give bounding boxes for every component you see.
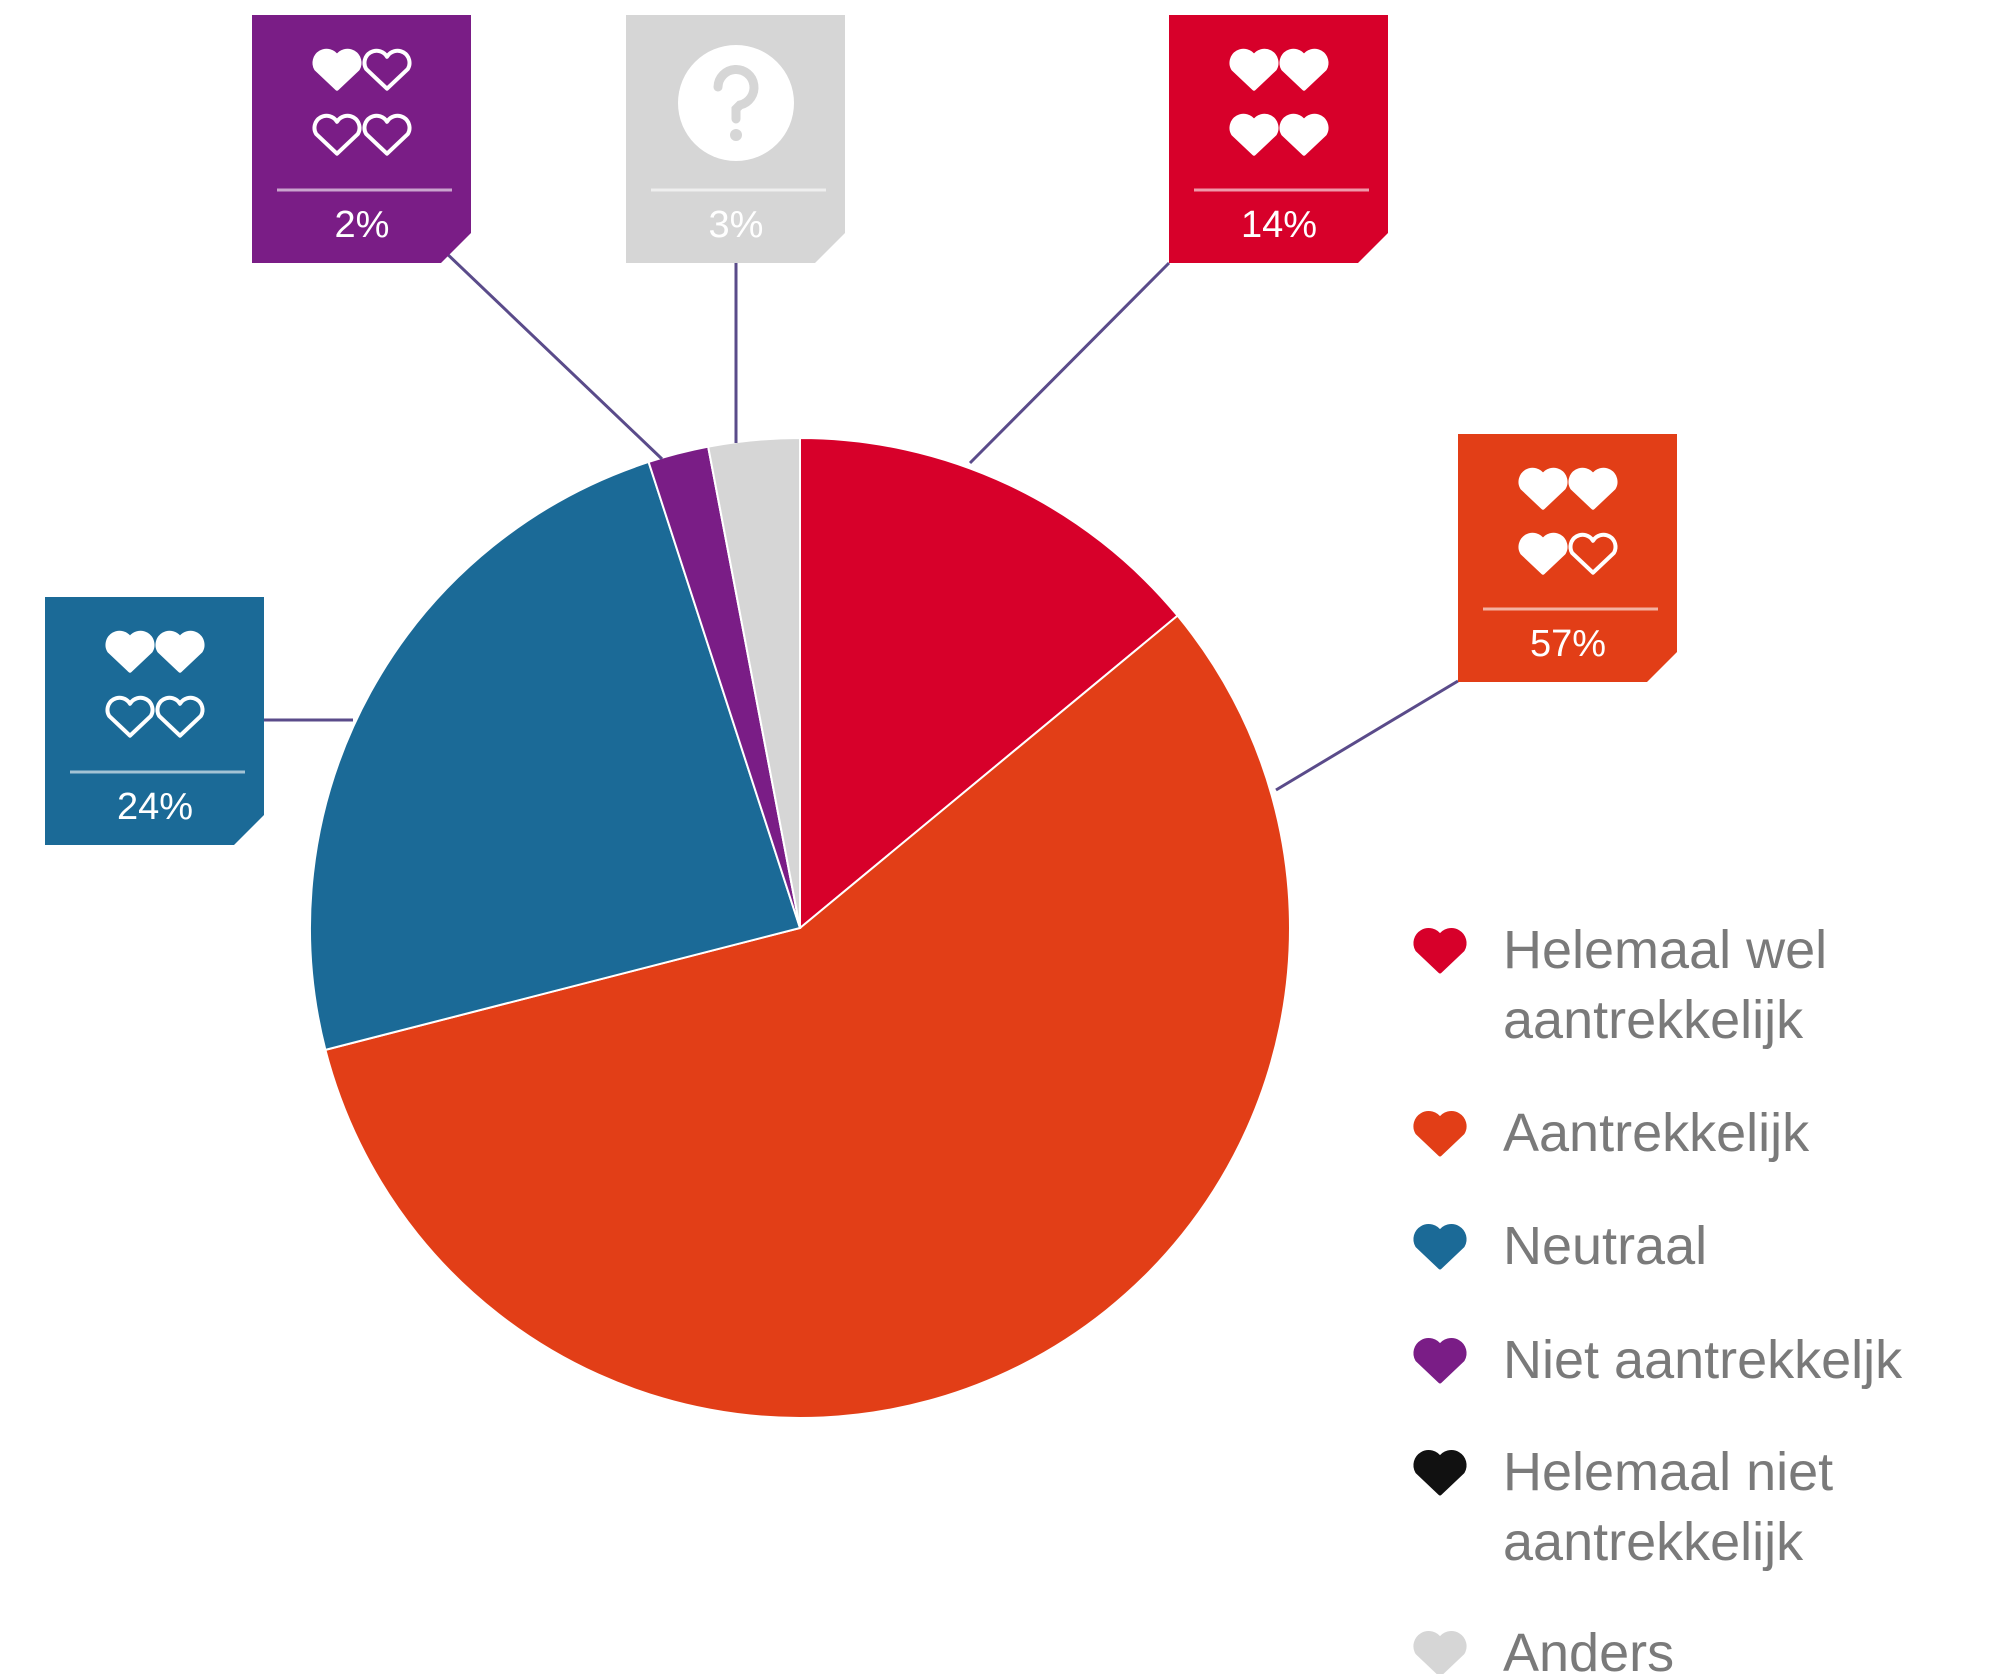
legend-marker [1413,1224,1467,1270]
legend-label: Aantrekkelijk [1503,1103,1810,1163]
legend-marker [1413,1338,1467,1384]
heart-icon [105,630,155,673]
heart-icon [1229,113,1279,156]
value-label: 14% [1241,204,1317,246]
heart-icon [1568,467,1618,510]
heart-icon [1518,467,1568,510]
question-dot [730,129,742,141]
value-label: 2% [335,204,390,246]
legend-marker [1413,1111,1467,1157]
legend-marker [1413,1450,1467,1496]
legend-label: Helemaal niet aantrekkelijk [1503,1442,1834,1572]
callout-box [252,15,471,263]
value-label: 57% [1530,623,1606,665]
heart-icon [1279,48,1329,91]
pie-slice [309,460,802,1052]
pie-slice [324,614,1291,1419]
legend-marker [1413,1631,1467,1674]
heart-icon [155,630,205,673]
heart-icon [362,48,412,91]
callout-box [1458,434,1677,682]
heart-icon [1279,113,1329,156]
legend-marker [1413,928,1467,974]
pie-slice [707,436,801,929]
legend-label: Helemaal wel aantrekkelijk [1503,920,1828,1050]
question-mark [713,64,759,124]
legend-label: Neutraal [1503,1216,1708,1276]
callout-box [45,597,264,845]
legend-label: Anders [1503,1623,1675,1674]
leader-line [1275,679,1459,792]
value-label: 24% [117,786,193,828]
callout-box [1169,15,1388,263]
heart-icon [312,113,362,156]
leader-line [968,261,1171,465]
heart-icon [1518,532,1568,575]
legend-label: Niet aantrekkeljk [1503,1330,1903,1390]
pie-slice [799,436,1179,931]
heart-icon [105,695,155,738]
value-label: 3% [709,204,764,246]
heart-icon [1229,48,1279,91]
heart-icon [362,113,412,156]
heart-icon [155,695,205,738]
heart-icon [312,48,362,91]
heart-icon [1568,532,1618,575]
leader-line [441,248,664,461]
